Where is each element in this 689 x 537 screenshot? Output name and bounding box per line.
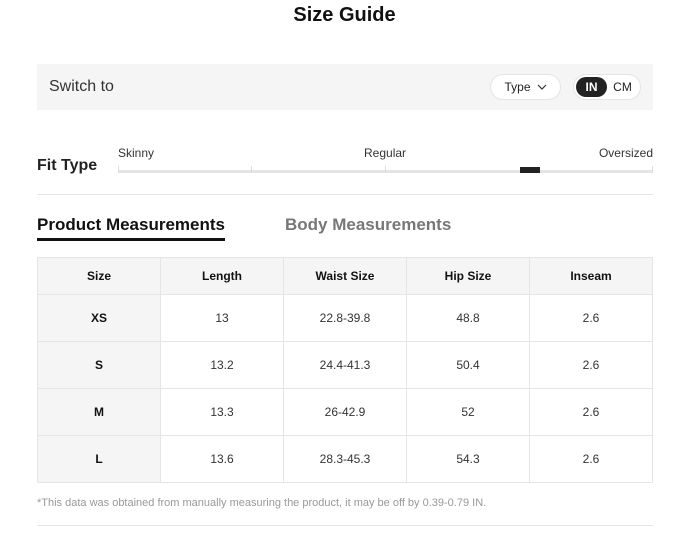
unit-in-button[interactable]: IN: [576, 77, 607, 97]
column-header: Inseam: [529, 257, 653, 295]
fit-oversized-label: Oversized: [598, 146, 653, 160]
fit-marker: [519, 167, 540, 173]
type-dropdown[interactable]: Type: [490, 74, 561, 100]
column-header: Waist Size: [283, 257, 407, 295]
table-cell: 50.4: [406, 341, 530, 389]
divider: [37, 194, 653, 195]
size-table: Size Length Waist Size Hip Size Inseam XS 13 2…: [37, 257, 653, 483]
size-cell: L: [37, 435, 161, 483]
column-header: Hip Size: [406, 257, 530, 295]
page-title: Size Guide: [293, 4, 396, 26]
table-cell: 22.8-39.8: [283, 294, 407, 342]
table-row: S 13.2 24.4-41.3 50.4 2.6: [37, 341, 653, 389]
table-cell: 2.6: [529, 294, 653, 342]
table-cell: 54.3: [406, 435, 530, 483]
fit-tick: [385, 166, 386, 173]
tab-body-measurements[interactable]: Body Measurements: [285, 215, 452, 234]
fit-skinny-label: Skinny: [118, 146, 155, 160]
fit-tick: [652, 166, 653, 173]
unit-toggle[interactable]: IN CM: [573, 74, 641, 100]
size-cell: XS: [37, 294, 161, 342]
switch-label: Switch to: [49, 78, 114, 95]
table-cell: 13.3: [160, 388, 284, 436]
divider: [37, 525, 653, 526]
table-cell: 2.6: [529, 435, 653, 483]
table-row: M 13.3 26-42.9 52 2.6: [37, 388, 653, 436]
table-cell: 13: [160, 294, 284, 342]
table-cell: 48.8: [406, 294, 530, 342]
table-row: L 13.6 28.3-45.3 54.3 2.6: [37, 435, 653, 483]
unit-cm-button[interactable]: CM: [613, 80, 632, 94]
column-header: Size: [37, 257, 161, 295]
column-header: Length: [160, 257, 284, 295]
fit-tick: [118, 166, 119, 173]
fit-scale-track: [118, 166, 653, 173]
table-cell: 13.2: [160, 341, 284, 389]
table-cell: 13.6: [160, 435, 284, 483]
table-cell: 28.3-45.3: [283, 435, 407, 483]
table-cell: 2.6: [529, 388, 653, 436]
type-label: Type: [504, 80, 531, 94]
switch-bar: Switch to Type IN CM: [37, 64, 653, 110]
fit-type-label: Fit Type: [37, 157, 98, 174]
fit-tick: [251, 166, 252, 173]
table-row: XS 13 22.8-39.8 48.8 2.6: [37, 294, 653, 342]
measurement-note: *This data was obtained from manually me…: [37, 497, 487, 509]
size-cell: S: [37, 341, 161, 389]
size-cell: M: [37, 388, 161, 436]
tab-product-measurements[interactable]: Product Measurements: [37, 215, 225, 241]
table-cell: 24.4-41.3: [283, 341, 407, 389]
fit-regular-label: Regular: [364, 146, 407, 160]
table-cell: 2.6: [529, 341, 653, 389]
chevron-down-icon: [537, 84, 546, 90]
table-cell: 26-42.9: [283, 388, 407, 436]
table-cell: 52: [406, 388, 530, 436]
